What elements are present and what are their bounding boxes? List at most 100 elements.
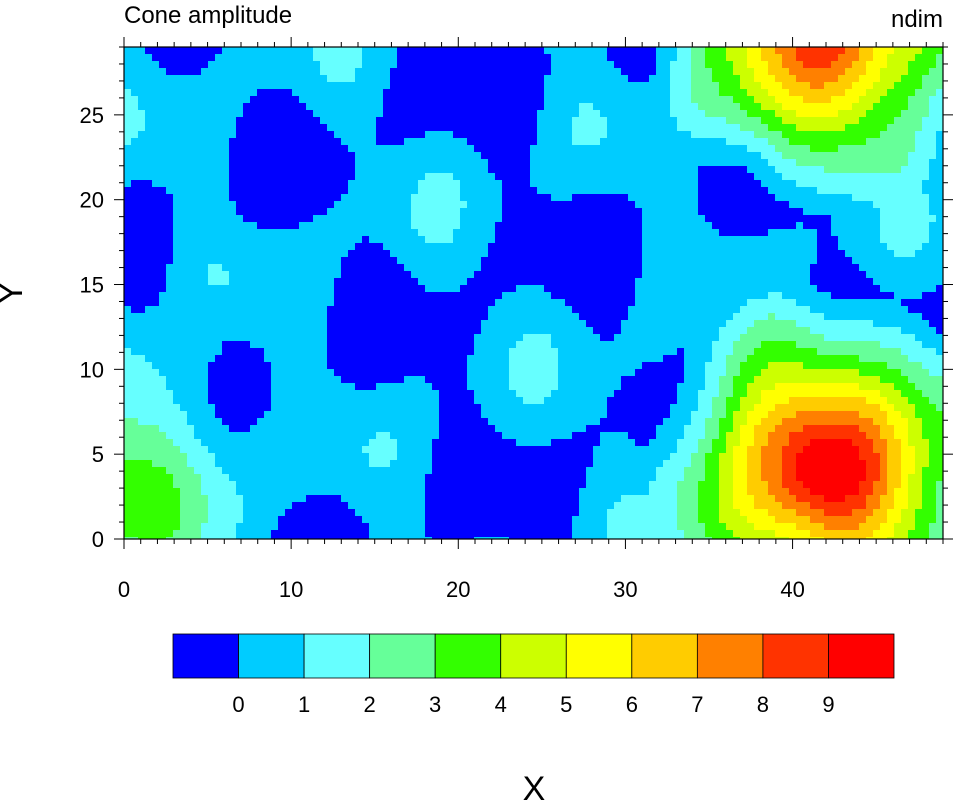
contour-cell <box>439 82 447 90</box>
contour-cell <box>551 82 559 90</box>
contour-cell <box>495 320 503 328</box>
contour-cell <box>649 173 657 181</box>
contour-cell <box>936 138 943 146</box>
contour-cell <box>271 222 279 230</box>
contour-cell <box>271 138 279 146</box>
contour-cell <box>481 257 489 265</box>
contour-cell <box>264 229 272 237</box>
contour-cell <box>712 152 720 160</box>
contour-cell <box>145 82 153 90</box>
contour-cell <box>229 222 237 230</box>
contour-cell <box>187 124 195 132</box>
contour-cell <box>404 68 412 76</box>
contour-cell <box>425 131 433 139</box>
contour-cell <box>411 229 419 237</box>
contour-cell <box>180 187 188 195</box>
contour-cell <box>628 61 636 69</box>
contour-cell <box>775 264 783 272</box>
contour-cell <box>859 152 867 160</box>
contour-cell <box>635 68 643 76</box>
contour-cell <box>348 96 356 104</box>
contour-cell <box>523 243 531 251</box>
contour-cell <box>628 110 636 118</box>
contour-cell <box>649 257 657 265</box>
contour-cell <box>565 215 573 223</box>
contour-cell <box>362 68 370 76</box>
contour-cell <box>810 313 818 321</box>
contour-cell <box>180 236 188 244</box>
contour-cell <box>271 341 279 349</box>
contour-cell <box>481 138 489 146</box>
contour-cell <box>418 173 426 181</box>
contour-cell <box>131 208 139 216</box>
contour-cell <box>880 96 888 104</box>
contour-cell <box>929 243 937 251</box>
contour-cell <box>663 313 671 321</box>
contour-cell <box>523 166 531 174</box>
contour-cell <box>495 54 503 62</box>
contour-cell <box>250 173 258 181</box>
contour-cell <box>208 166 216 174</box>
contour-cell <box>565 68 573 76</box>
contour-cell <box>194 257 202 265</box>
contour-cell <box>299 47 307 55</box>
contour-cell <box>208 159 216 167</box>
contour-cell <box>418 236 426 244</box>
contour-cell <box>593 145 601 153</box>
contour-cell <box>852 194 860 202</box>
contour-cell <box>145 215 153 223</box>
contour-cell <box>222 117 230 125</box>
contour-cell <box>873 306 881 314</box>
contour-cell <box>369 180 377 188</box>
contour-cell <box>600 75 608 83</box>
contour-cell <box>306 215 314 223</box>
contour-cell <box>705 138 713 146</box>
contour-cell <box>180 229 188 237</box>
contour-cell <box>327 208 335 216</box>
contour-cell <box>446 68 454 76</box>
contour-cell <box>824 131 832 139</box>
contour-cell <box>467 110 475 118</box>
contour-cell <box>558 327 566 335</box>
contour-cell <box>838 89 846 97</box>
contour-cell <box>516 222 524 230</box>
contour-cell <box>418 159 426 167</box>
contour-cell <box>656 243 664 251</box>
contour-cell <box>873 250 881 258</box>
contour-cell <box>558 271 566 279</box>
contour-cell <box>243 61 251 69</box>
contour-cell <box>467 278 475 286</box>
contour-cell <box>236 215 244 223</box>
contour-cell <box>572 159 580 167</box>
contour-cell <box>313 117 321 125</box>
contour-cell <box>796 152 804 160</box>
contour-cell <box>705 278 713 286</box>
contour-cell <box>712 236 720 244</box>
contour-cell <box>600 215 608 223</box>
contour-cell <box>222 236 230 244</box>
contour-cell <box>530 285 538 293</box>
contour-cell <box>390 299 398 307</box>
contour-cell <box>537 278 545 286</box>
contour-cell <box>460 173 468 181</box>
contour-cell <box>544 327 552 335</box>
contour-cell <box>159 61 167 69</box>
contour-cell <box>789 243 797 251</box>
contour-cell <box>152 327 160 335</box>
contour-cell <box>894 61 902 69</box>
contour-cell <box>152 299 160 307</box>
contour-cell <box>796 222 804 230</box>
contour-cell <box>481 313 489 321</box>
contour-cell <box>166 313 174 321</box>
contour-cell <box>817 278 825 286</box>
contour-cell <box>929 327 937 335</box>
contour-cell <box>684 82 692 90</box>
contour-cell <box>481 243 489 251</box>
contour-cell <box>320 145 328 153</box>
contour-cell <box>362 215 370 223</box>
contour-cell <box>838 47 846 55</box>
contour-cell <box>306 47 314 55</box>
contour-cell <box>614 152 622 160</box>
contour-cell <box>845 103 853 111</box>
contour-cell <box>796 173 804 181</box>
